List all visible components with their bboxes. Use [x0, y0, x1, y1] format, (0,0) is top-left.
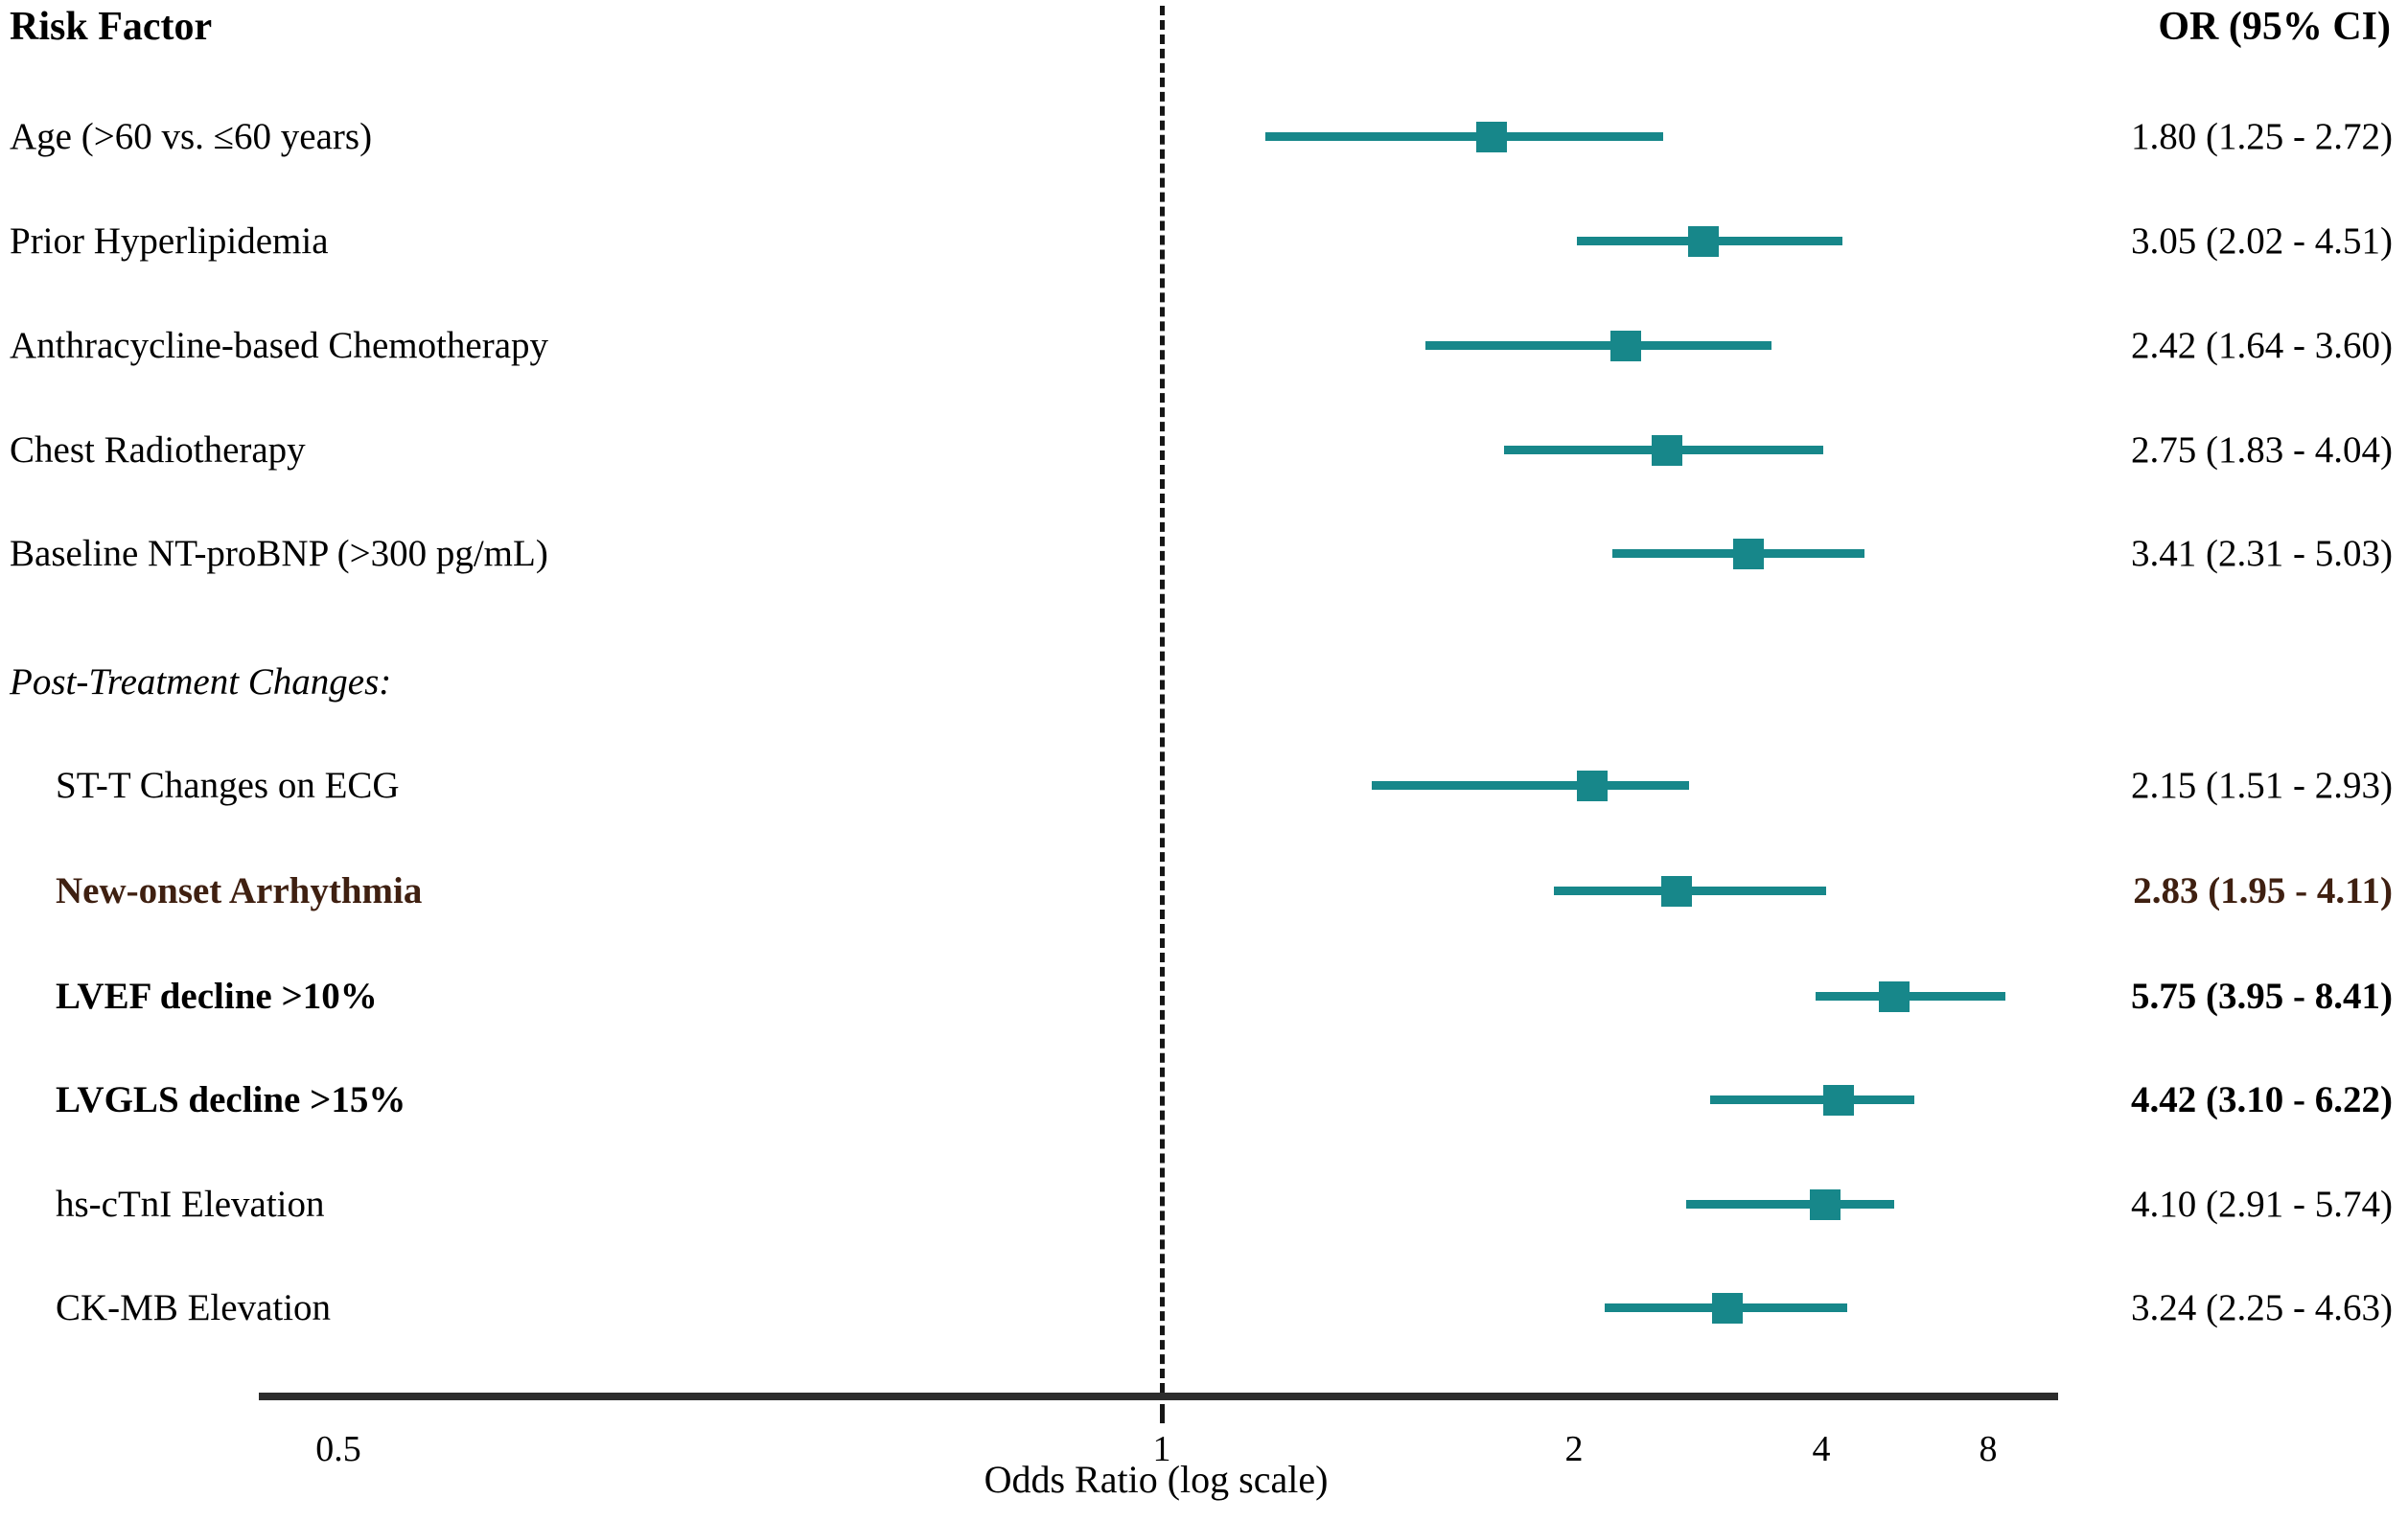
confidence-interval-line [1425, 341, 1772, 350]
row-label: Anthracycline-based Chemotherapy [10, 325, 549, 366]
row-label: ST-T Changes on ECG [56, 765, 400, 806]
or-ci-value: 1.80 (1.25 - 2.72) [2131, 116, 2393, 157]
row-label: New-onset Arrhythmia [56, 870, 423, 911]
x-axis-title: Odds Ratio (log scale) [984, 1458, 1329, 1501]
x-axis-tick-1 [1160, 1404, 1165, 1423]
or-ci-value: 4.10 (2.91 - 5.74) [2131, 1184, 2393, 1225]
odds-ratio-marker [1476, 122, 1507, 152]
odds-ratio-marker [1651, 435, 1682, 466]
or-ci-value: 3.05 (2.02 - 4.51) [2131, 220, 2393, 262]
row-label: LVGLS decline >15% [56, 1079, 406, 1120]
confidence-interval-line [1686, 1200, 1894, 1209]
or-ci-value: 4.42 (3.10 - 6.22) [2131, 1079, 2393, 1120]
x-axis-tick-label: 1 [1152, 1429, 1171, 1469]
row-label: Prior Hyperlipidemia [10, 220, 329, 262]
odds-ratio-marker [1577, 771, 1609, 801]
confidence-interval-line [1264, 132, 1663, 141]
row-label: Chest Radiotherapy [10, 429, 306, 471]
x-axis-tick-label: 0.5 [315, 1429, 361, 1469]
or-ci-value: 2.83 (1.95 - 4.11) [2133, 870, 2393, 911]
or-ci-value: 5.75 (3.95 - 8.41) [2131, 976, 2393, 1017]
row-label: CK-MB Elevation [56, 1287, 332, 1328]
or-ci-value: 2.15 (1.51 - 2.93) [2131, 765, 2393, 806]
odds-ratio-marker [1610, 331, 1642, 361]
x-axis-tick-label: 2 [1564, 1429, 1584, 1469]
odds-ratio-marker [1810, 1189, 1841, 1220]
reference-line-dashed [1160, 6, 1165, 1393]
x-axis-line [259, 1393, 2058, 1400]
row-label: hs-cTnI Elevation [56, 1184, 325, 1225]
or-ci-column-header: OR (95% CI) [2158, 5, 2391, 49]
odds-ratio-marker [1711, 1293, 1743, 1324]
odds-ratio-marker [1879, 981, 1910, 1012]
or-ci-value: 3.41 (2.31 - 5.03) [2131, 533, 2393, 574]
confidence-interval-line [1372, 781, 1689, 790]
odds-ratio-marker [1688, 226, 1720, 257]
or-ci-value: 2.75 (1.83 - 4.04) [2131, 429, 2393, 471]
confidence-interval-line [1815, 992, 2005, 1001]
odds-ratio-marker [1661, 876, 1693, 907]
x-axis-tick-label: 4 [1812, 1429, 1831, 1469]
or-ci-value: 2.42 (1.64 - 3.60) [2131, 325, 2393, 366]
section-label: Post-Treatment Changes: [10, 661, 392, 703]
or-ci-value: 3.24 (2.25 - 4.63) [2131, 1287, 2393, 1328]
row-label: Baseline NT-proBNP (>300 pg/mL) [10, 533, 548, 574]
row-label: LVEF decline >10% [56, 976, 378, 1017]
row-label: Age (>60 vs. ≤60 years) [10, 116, 373, 157]
risk-factor-column-header: Risk Factor [10, 5, 213, 49]
confidence-interval-line [1709, 1095, 1914, 1104]
odds-ratio-marker [1823, 1085, 1855, 1116]
odds-ratio-marker [1732, 539, 1764, 569]
x-axis-tick-label: 8 [1979, 1429, 1998, 1469]
